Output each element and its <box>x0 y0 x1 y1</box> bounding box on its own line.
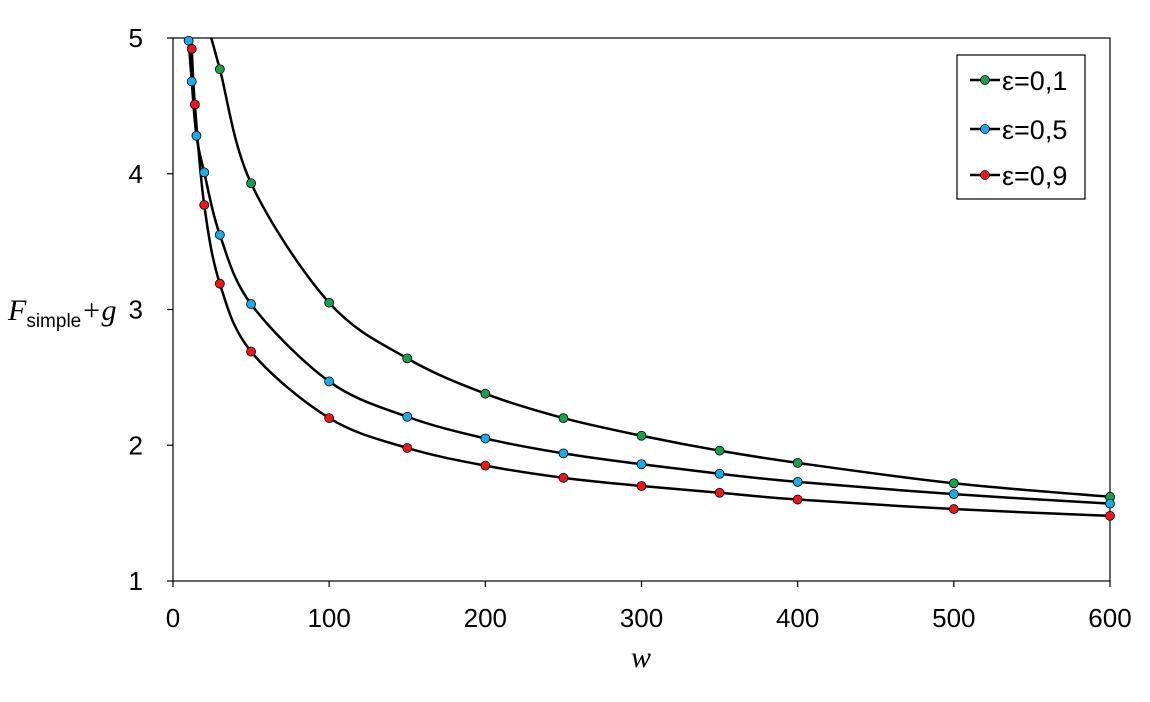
data-point <box>324 413 335 424</box>
data-point <box>1105 510 1115 521</box>
x-tick-label: 300 <box>620 603 663 633</box>
y-tick-label: 1 <box>129 566 143 596</box>
data-point <box>792 457 803 468</box>
data-point <box>558 472 569 483</box>
data-point <box>214 229 225 240</box>
data-point <box>186 43 197 54</box>
data-point <box>480 388 491 399</box>
legend-swatch-marker <box>980 75 990 85</box>
x-tick-label: 0 <box>166 603 180 633</box>
y-tick-label: 4 <box>129 159 143 189</box>
data-point <box>199 167 210 178</box>
legend-label: ε=0,5 <box>1002 115 1067 145</box>
axis-ticks: 0 100 200 300 400 500 600 1 2 3 4 5 <box>129 23 1132 633</box>
data-point <box>246 178 256 189</box>
x-tick-label: 400 <box>776 603 819 633</box>
data-point <box>636 430 647 441</box>
data-point <box>480 460 491 471</box>
legend-item-1: ε=0,5 <box>970 115 1067 145</box>
legend-item-2: ε=0,9 <box>970 161 1067 191</box>
data-point <box>948 478 959 489</box>
data-point <box>183 35 194 46</box>
data-point <box>558 448 569 459</box>
data-point <box>214 278 225 289</box>
x-tick-label: 500 <box>932 603 975 633</box>
data-point <box>246 299 256 309</box>
data-point <box>402 353 413 364</box>
y-axis-title: Fsimple+g <box>7 294 116 332</box>
legend-item-0: ε=0,1 <box>970 66 1067 96</box>
x-tick-label: 600 <box>1088 603 1131 633</box>
data-point <box>948 504 959 514</box>
x-tick-label: 100 <box>307 603 350 633</box>
data-point <box>214 64 225 75</box>
x-axis-title: w <box>631 641 651 674</box>
y-tick-label: 2 <box>129 430 143 460</box>
data-point <box>948 489 959 500</box>
data-point <box>714 445 725 456</box>
data-point <box>714 468 725 479</box>
y-tick-label: 5 <box>129 23 143 53</box>
legend: ε=0,1 ε=0,5 ε=0,9 <box>956 54 1086 200</box>
y-axis-title-suffix: +g <box>81 294 116 327</box>
data-point <box>402 443 413 453</box>
data-point <box>1105 498 1115 509</box>
y-axis-title-subscript: simple <box>26 311 81 332</box>
legend-swatch-marker <box>980 124 990 134</box>
data-point <box>246 346 256 357</box>
data-point <box>402 411 413 422</box>
data-point <box>186 76 197 87</box>
data-point <box>191 130 202 141</box>
data-point <box>558 413 569 424</box>
legend-label: ε=0,9 <box>1002 161 1067 191</box>
data-point <box>636 459 647 470</box>
data-point <box>636 481 647 491</box>
y-axis-title-base: F <box>7 294 27 327</box>
data-point <box>480 433 491 444</box>
data-point <box>792 494 803 505</box>
data-point <box>189 99 200 110</box>
x-tick-label: 200 <box>464 603 507 633</box>
series-points <box>183 35 1115 521</box>
data-point <box>199 200 210 210</box>
series-line <box>189 38 1110 518</box>
legend-swatch-marker <box>980 170 990 180</box>
y-tick-label: 3 <box>129 295 143 325</box>
data-point <box>714 487 725 498</box>
data-point <box>324 376 335 387</box>
legend-label: ε=0,1 <box>1002 66 1067 96</box>
data-point <box>324 297 335 308</box>
data-point <box>792 477 803 487</box>
